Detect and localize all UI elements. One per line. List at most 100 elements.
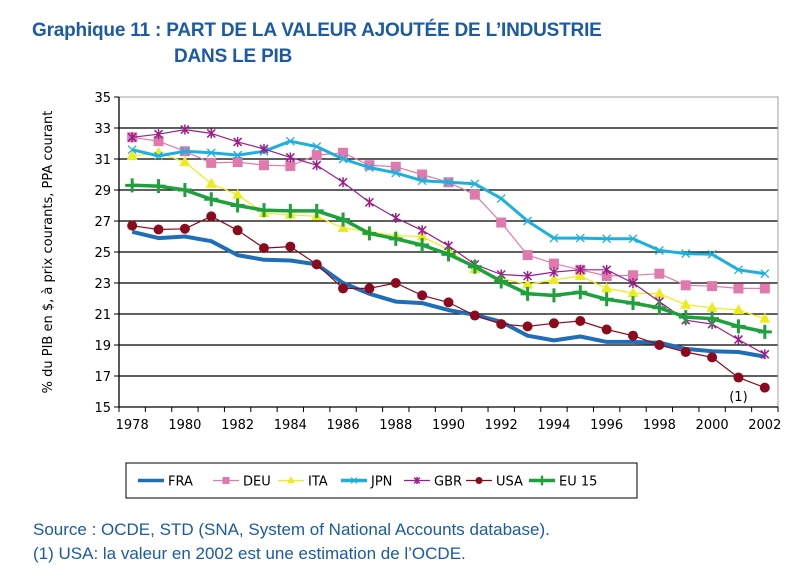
data-point <box>259 143 269 154</box>
data-point <box>680 280 691 291</box>
circle-marker <box>654 340 665 350</box>
plus-marker <box>309 203 324 218</box>
data-point <box>732 304 744 315</box>
square-marker <box>628 270 639 281</box>
data-point <box>467 259 482 274</box>
legend-marker <box>222 477 230 484</box>
data-point <box>601 324 612 335</box>
data-point <box>652 300 667 315</box>
plus-marker <box>705 311 720 326</box>
circle-marker <box>258 243 269 254</box>
data-point <box>338 154 348 164</box>
data-point <box>417 169 428 180</box>
x-tick-label: 1994 <box>537 418 570 433</box>
plus-marker <box>573 285 588 300</box>
square-marker <box>522 250 533 261</box>
data-point <box>602 234 612 244</box>
data-point <box>283 203 298 218</box>
data-point <box>388 231 403 246</box>
circle-marker <box>311 259 322 270</box>
circle-marker <box>390 278 401 288</box>
data-point <box>151 179 166 194</box>
legend-item-fra: FRA <box>138 475 193 490</box>
data-point <box>391 212 401 223</box>
legend-label: DEU <box>243 475 271 490</box>
x-marker <box>654 245 664 255</box>
triangle-marker <box>287 476 295 484</box>
data-point <box>338 177 348 188</box>
x-marker <box>628 234 638 244</box>
x-marker <box>154 151 163 161</box>
x-marker <box>127 145 137 155</box>
data-point <box>523 216 533 226</box>
circle-marker <box>680 346 691 357</box>
plus-marker <box>230 198 245 213</box>
circle-marker <box>153 224 164 235</box>
data-point <box>706 301 718 312</box>
data-point <box>443 297 454 308</box>
triangle-marker <box>179 156 191 167</box>
legend-marker <box>350 477 358 484</box>
y-tick-label: 21 <box>94 308 111 323</box>
triangle-marker <box>337 221 349 232</box>
chart-title-line2: DANS LE PIB <box>174 46 293 67</box>
x-marker <box>338 154 348 164</box>
plus-marker <box>125 178 140 193</box>
data-point <box>522 250 533 261</box>
data-point <box>522 278 534 289</box>
square-marker <box>601 271 612 282</box>
data-point <box>546 288 561 303</box>
x-marker <box>523 216 533 226</box>
triangle-marker <box>732 304 744 315</box>
square-marker <box>469 189 480 200</box>
data-point <box>364 197 374 208</box>
data-point <box>416 230 428 241</box>
legend-item-gbr: GBR <box>404 475 462 490</box>
data-point <box>205 177 217 188</box>
series-ita <box>126 146 771 323</box>
plus-marker <box>731 319 746 334</box>
data-point <box>417 225 427 236</box>
data-point <box>759 283 770 294</box>
data-point <box>734 265 743 275</box>
legend-item-ita: ITA <box>278 475 328 490</box>
data-point <box>285 160 296 171</box>
square-marker <box>153 136 164 147</box>
y-tick-label: 15 <box>94 401 111 416</box>
circle-marker <box>338 283 349 294</box>
circle-marker <box>232 225 243 236</box>
data-point <box>653 287 665 298</box>
legend-marker <box>475 477 483 484</box>
data-point <box>548 273 560 284</box>
x-tick-label: 2002 <box>748 418 781 433</box>
plus-marker <box>441 247 456 262</box>
plus-marker <box>256 203 271 218</box>
data-point <box>523 271 533 282</box>
data-point <box>680 346 691 357</box>
data-point <box>733 372 744 383</box>
x-marker <box>470 179 480 189</box>
x-marker <box>734 265 743 275</box>
circle-marker <box>469 310 480 321</box>
data-point <box>680 298 692 309</box>
data-point <box>180 124 190 135</box>
star-marker <box>417 225 427 236</box>
data-point <box>602 264 612 275</box>
data-point <box>494 274 509 289</box>
square-marker <box>733 283 744 294</box>
star-marker <box>760 349 770 360</box>
data-point <box>522 321 533 332</box>
x-tick-label: 1978 <box>116 418 149 433</box>
circle-marker <box>127 220 138 231</box>
circle-marker <box>475 477 483 484</box>
series-usa <box>127 211 770 393</box>
data-point <box>733 283 744 294</box>
data-point <box>258 243 269 254</box>
circle-marker <box>759 382 770 393</box>
data-point <box>338 283 349 294</box>
data-point <box>233 150 243 160</box>
data-point <box>362 226 377 241</box>
x-marker <box>602 234 612 244</box>
triangle-marker <box>653 287 665 298</box>
circle-marker <box>601 324 612 335</box>
